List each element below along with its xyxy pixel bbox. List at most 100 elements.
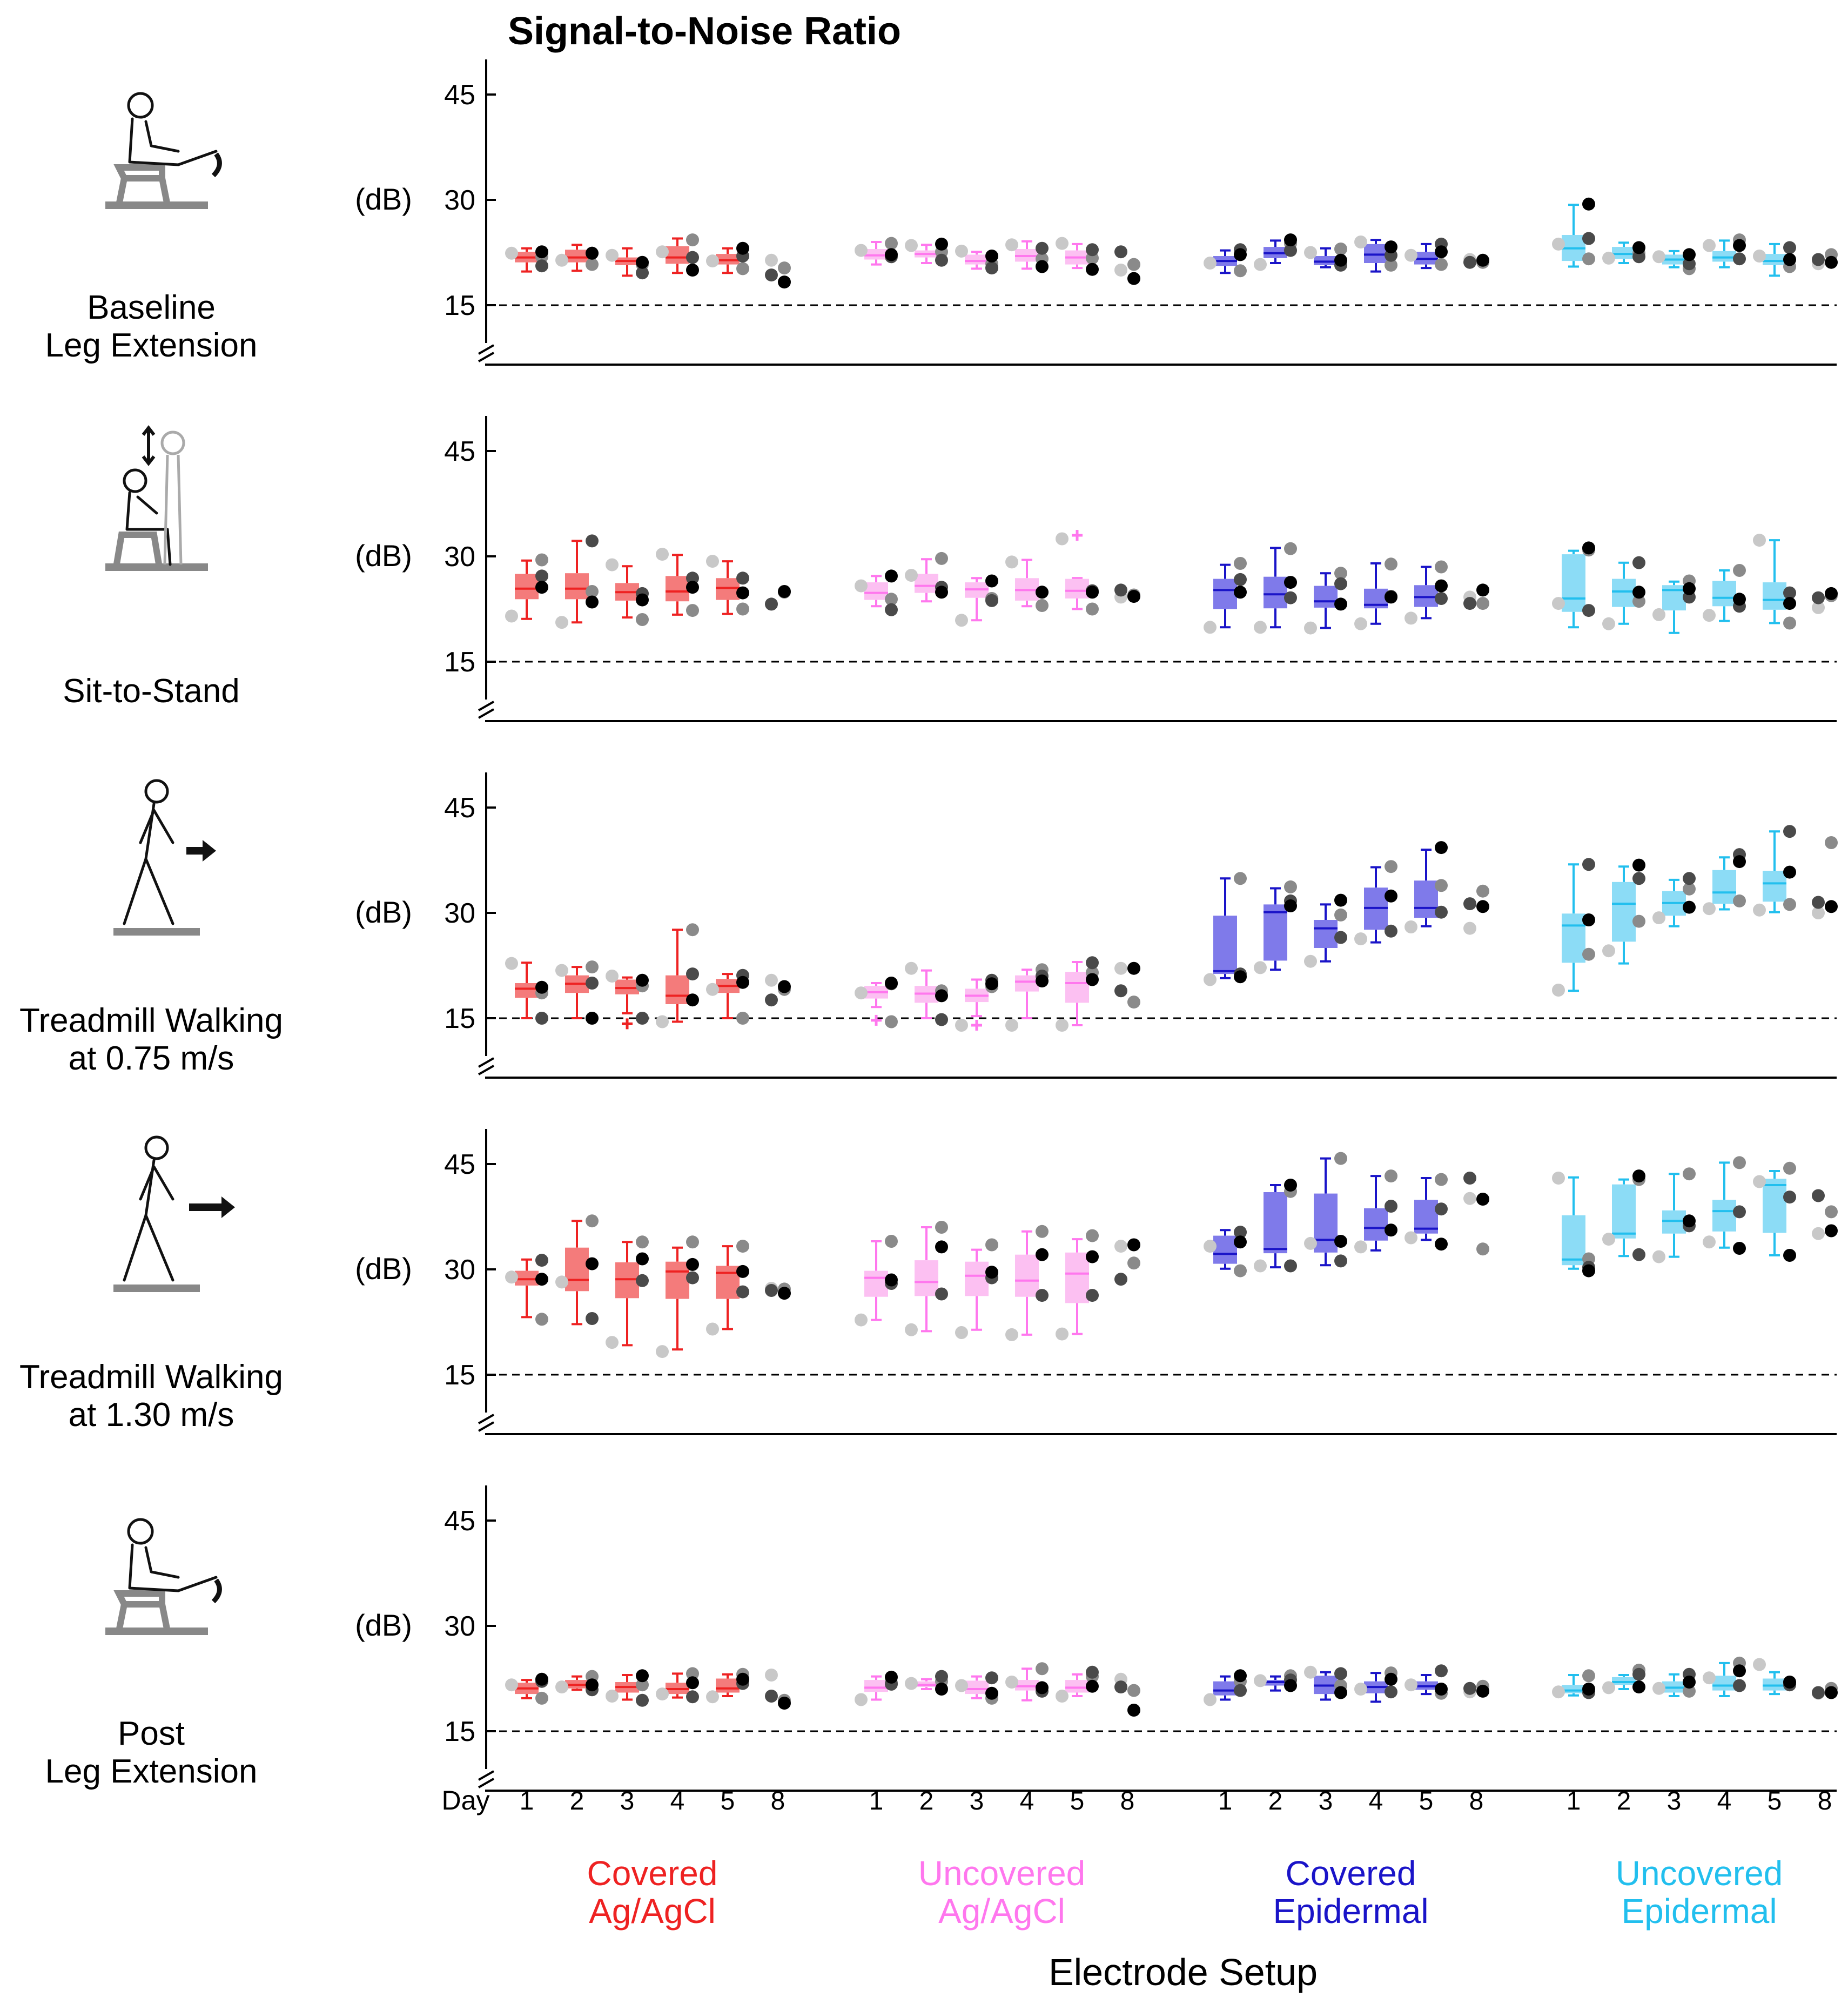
box: [1213, 1235, 1237, 1264]
participant-point: [1127, 961, 1140, 975]
participant-point: [1056, 1690, 1069, 1703]
participant-point: [706, 983, 719, 996]
participant-point: [1385, 557, 1397, 571]
box: [1314, 1193, 1338, 1253]
participant-point: [885, 593, 898, 606]
panel-2: 15 30 45 (dB) Sit-to-Stand: [63, 416, 1838, 722]
day-tick-label: 5: [1768, 1787, 1782, 1815]
participant-point: [1733, 239, 1746, 252]
box: [1314, 586, 1338, 608]
participant-point: [1284, 1679, 1297, 1692]
participant-point: [1812, 1189, 1825, 1202]
group-label-line: Ag/AgCl: [589, 1892, 716, 1931]
participant-point: [636, 1669, 649, 1683]
box: [1562, 1215, 1585, 1266]
box: [1562, 554, 1585, 612]
participant-point: [1733, 1242, 1746, 1255]
participant-point: [985, 1671, 998, 1685]
participant-point: [586, 960, 599, 974]
participant-point: [1463, 1682, 1476, 1695]
participant-point: [1652, 1250, 1665, 1263]
participant-point: [765, 973, 778, 987]
box: [1065, 1680, 1089, 1693]
participant-point: [1632, 556, 1645, 569]
participant-point: [1582, 1669, 1595, 1683]
day-tick-label: 2: [1268, 1787, 1283, 1815]
participant-point: [985, 1266, 998, 1279]
participant-point: [1234, 557, 1247, 570]
chart-title: Signal-to-Noise Ratio: [508, 10, 901, 53]
participant-point: [1254, 961, 1267, 974]
participant-point: [905, 1323, 918, 1336]
participant-point: [1127, 590, 1140, 603]
box: [864, 1270, 888, 1297]
participant-point: [1086, 243, 1099, 257]
participant-point: [1234, 1684, 1247, 1697]
y-tick-label: 45: [444, 79, 475, 111]
participant-point: [935, 1240, 948, 1254]
participant-point: [686, 1676, 699, 1690]
participant-point: [1086, 956, 1099, 970]
day-tick-label: 2: [919, 1787, 934, 1815]
participant-point: [1552, 237, 1565, 251]
day-tick-label: 4: [1717, 1787, 1732, 1815]
participant-point: [1753, 1658, 1766, 1671]
participant-point: [1632, 1680, 1645, 1694]
participant-point: [1683, 872, 1696, 885]
box: [1264, 576, 1287, 609]
box: [1712, 1200, 1736, 1232]
participant-point: [1036, 974, 1049, 988]
y-axis-label: (dB): [355, 1608, 412, 1642]
participant-point: [935, 1221, 948, 1234]
participant-point: [586, 977, 599, 990]
box: [1065, 972, 1089, 1003]
participant-point: [1753, 534, 1766, 547]
series-covered-epidermal: [1204, 1152, 1489, 1277]
y-tick-label: 45: [444, 1505, 475, 1537]
participant-point: [656, 1687, 669, 1701]
y-tick-label: 45: [444, 792, 475, 824]
panel-label-line: at 1.30 m/s: [69, 1396, 234, 1434]
participant-point: [985, 574, 998, 588]
participant-point: [736, 1240, 749, 1253]
group-label-line: Epidermal: [1273, 1892, 1428, 1931]
participant-point: [1632, 241, 1645, 254]
participant-point: [1127, 258, 1140, 271]
series-covered-ag-agcl: [505, 1214, 791, 1359]
participant-point: [535, 581, 548, 594]
box: [666, 1261, 689, 1299]
participant-point: [1385, 1685, 1397, 1699]
box: [565, 573, 589, 600]
participant-point: [1036, 1248, 1049, 1261]
participant-point: [1254, 1674, 1267, 1687]
box: [864, 582, 888, 600]
participant-point: [1086, 602, 1099, 616]
participant-point: [656, 245, 669, 259]
participant-point: [1783, 1249, 1796, 1262]
participant-point: [1284, 899, 1297, 912]
body-shape: [128, 1543, 218, 1592]
participant-point: [636, 613, 649, 626]
participant-point: [1086, 1665, 1099, 1679]
box: [1015, 975, 1039, 992]
series-covered-ag-agcl: [505, 1667, 791, 1710]
box: [1414, 880, 1438, 918]
participant-point: [1005, 1676, 1018, 1689]
series-covered-epidermal: [1204, 233, 1489, 278]
participant-point: [935, 1670, 948, 1683]
participant-point: [1036, 586, 1049, 599]
series-covered-ag-agcl: [505, 233, 791, 289]
participant-point: [1036, 260, 1049, 273]
box: [1763, 582, 1786, 610]
box: [1264, 1192, 1287, 1254]
participant-point: [1385, 860, 1397, 873]
participant-point: [765, 1669, 778, 1682]
participant-point: [1783, 1191, 1796, 1204]
series-covered-epidermal: [1204, 841, 1489, 986]
axis-break-mark: [478, 701, 494, 711]
box: [1213, 916, 1237, 974]
box: [1015, 1254, 1039, 1297]
participant-point: [905, 569, 918, 582]
participant-point: [1812, 601, 1825, 614]
panel-label-line: Treadmill Walking: [19, 1359, 283, 1396]
